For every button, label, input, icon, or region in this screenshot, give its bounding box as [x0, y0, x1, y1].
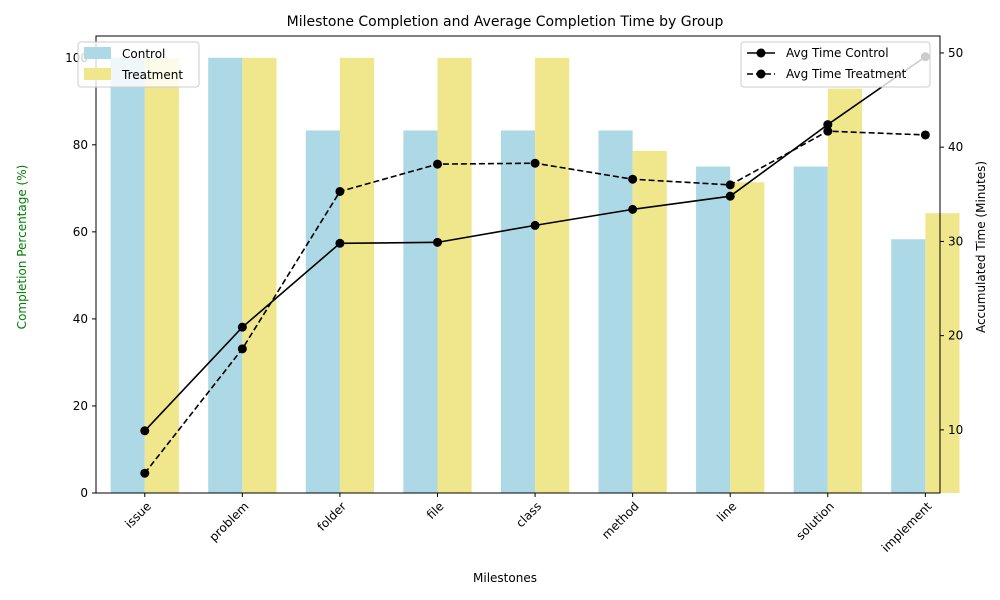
- point-treatment-solution: [823, 126, 833, 136]
- legend-label-control: Control: [122, 47, 165, 61]
- bar-treatment-class: [535, 57, 570, 494]
- point-treatment-implement: [920, 130, 930, 140]
- bar-treatment-line: [730, 182, 765, 494]
- bar-treatment-implement: [925, 213, 960, 493]
- y-right-tick-label: 30: [948, 234, 963, 248]
- legend-swatch-treatment: [84, 68, 111, 80]
- bars-layer: [110, 57, 960, 494]
- plot-frame: [95, 35, 941, 494]
- point-treatment-file: [433, 159, 443, 169]
- legend-bars: Control Treatment: [77, 41, 200, 88]
- y-left-tick-label: 0: [80, 486, 88, 500]
- point-control-problem: [237, 322, 247, 332]
- point-control-class: [530, 220, 540, 230]
- x-tick-label-implement: implement: [879, 499, 935, 555]
- bar-control-folder: [305, 130, 340, 494]
- y-left-tick-label: 20: [73, 399, 88, 413]
- legend-marker-treatment: [756, 69, 766, 79]
- x-axis-label: Milestones: [473, 571, 537, 585]
- bar-control-line: [696, 166, 731, 494]
- bar-treatment-issue: [144, 57, 179, 494]
- point-treatment-method: [628, 174, 638, 184]
- point-treatment-issue: [140, 468, 150, 478]
- y-left-tick-label: 80: [73, 138, 88, 152]
- bar-treatment-method: [632, 150, 667, 493]
- bar-control-file: [403, 130, 438, 494]
- bar-control-implement: [891, 239, 926, 493]
- y-axis-right-label: Accumulated Time (Minutes): [974, 161, 988, 333]
- point-treatment-problem: [237, 344, 247, 354]
- x-tick-label-problem: problem: [206, 499, 251, 544]
- x-tick-label-solution: solution: [793, 499, 837, 543]
- y-left-tick-label: 40: [73, 312, 88, 326]
- y-right-tick-label: 20: [948, 329, 963, 343]
- legend-label-treatment: Treatment: [121, 68, 183, 82]
- x-tick-label-method: method: [599, 499, 642, 542]
- y-left-tick-label: 60: [73, 225, 88, 239]
- x-tick-label-folder: folder: [315, 499, 350, 534]
- x-tick-label-class: class: [513, 499, 544, 530]
- legend-marker-control: [756, 48, 766, 58]
- bar-control-problem: [208, 57, 243, 494]
- bar-control-class: [500, 130, 536, 494]
- bar-control-solution: [793, 166, 828, 494]
- point-control-method: [628, 204, 638, 214]
- x-tick-label-line: line: [714, 499, 739, 524]
- legend-label-treatment: Avg Time Treatment: [786, 67, 907, 81]
- y-right-tick-label: 40: [948, 140, 963, 154]
- point-control-line: [725, 191, 735, 201]
- point-treatment-class: [530, 158, 540, 168]
- point-control-folder: [335, 238, 345, 248]
- point-control-issue: [140, 426, 150, 436]
- legend-lines: Avg Time Control Avg Time Treatment: [740, 41, 931, 88]
- bar-control-method: [598, 130, 633, 494]
- chart-title: Milestone Completion and Average Complet…: [287, 14, 724, 30]
- x-tick-label-file: file: [424, 499, 447, 522]
- y-right-tick-label: 50: [948, 46, 963, 60]
- bar-treatment-problem: [242, 57, 277, 494]
- y-right-tick-label: 10: [948, 423, 963, 437]
- point-treatment-line: [725, 180, 735, 190]
- x-tick-label-issue: issue: [122, 499, 154, 531]
- point-treatment-folder: [335, 186, 345, 196]
- point-control-solution: [823, 120, 833, 130]
- legend-label-control: Avg Time Control: [786, 46, 889, 60]
- bar-treatment-folder: [339, 57, 375, 494]
- bar-treatment-file: [437, 57, 472, 494]
- bar-treatment-solution: [827, 88, 862, 493]
- lines-layer: [140, 52, 930, 478]
- point-control-file: [433, 237, 443, 247]
- bar-control-issue: [110, 57, 145, 494]
- legend-swatch-control: [84, 47, 111, 59]
- y-axis-left-label: Completion Percentage (%): [15, 165, 29, 330]
- legend-lines-frame: [740, 41, 931, 88]
